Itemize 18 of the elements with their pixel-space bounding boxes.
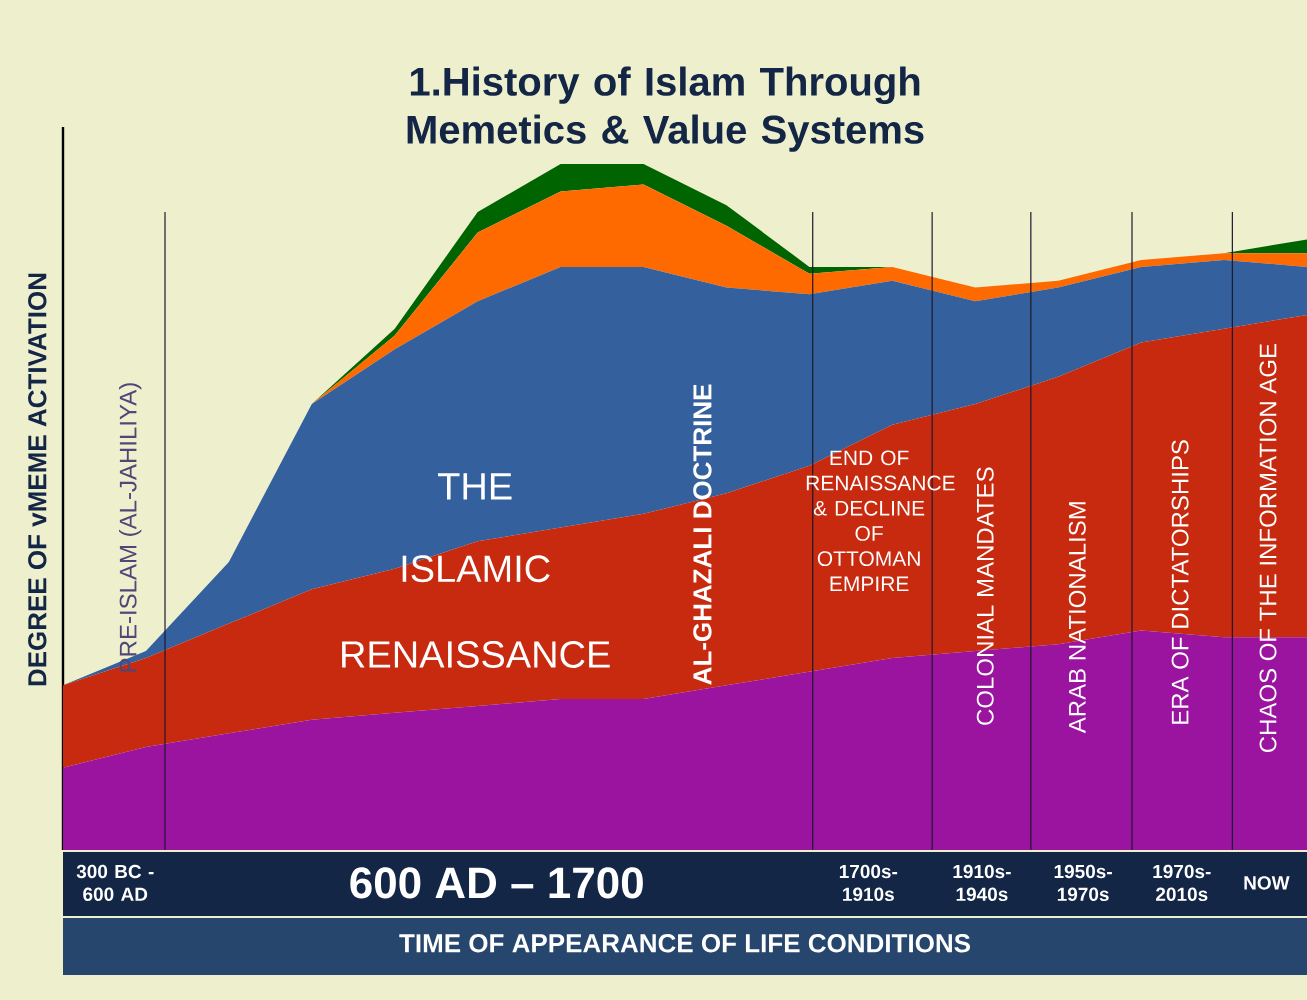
annotation: COLONIAL MANDATES (976, 467, 994, 725)
text: 1700s-1910s (839, 864, 898, 902)
text: 1950s-1970s (1054, 864, 1112, 902)
chart-title: 1.History of Islam Through Memetics & Value Systems (407, 66, 924, 152)
annotation: AL-GHAZALI DOCTRINE (693, 384, 712, 685)
x-axis-title: TIME OF APPEARANCE OF LIFE CONDITIONS (399, 934, 971, 953)
annotation: CHAOS OF THE INFORMATION AGE (1259, 344, 1277, 753)
annotation: THE (438, 473, 512, 500)
annotation: ARAB NATIONALISM (1068, 502, 1086, 734)
text: 1970s-2010s (1153, 864, 1211, 902)
annotation: ERA OF DICTATORSHIPS (1171, 440, 1189, 724)
y-axis-title: DEGREE OF vMEME ACTIVATION (28, 273, 47, 686)
annotation: RENAISSANCE (342, 641, 610, 668)
text: 300 BC - 600 AD (76, 864, 154, 902)
text: NOW (1244, 876, 1290, 890)
annotation: ISLAMIC (402, 555, 550, 583)
text: 600 AD – 1700 (350, 867, 643, 899)
text: 1910s-1940s (953, 864, 1011, 902)
